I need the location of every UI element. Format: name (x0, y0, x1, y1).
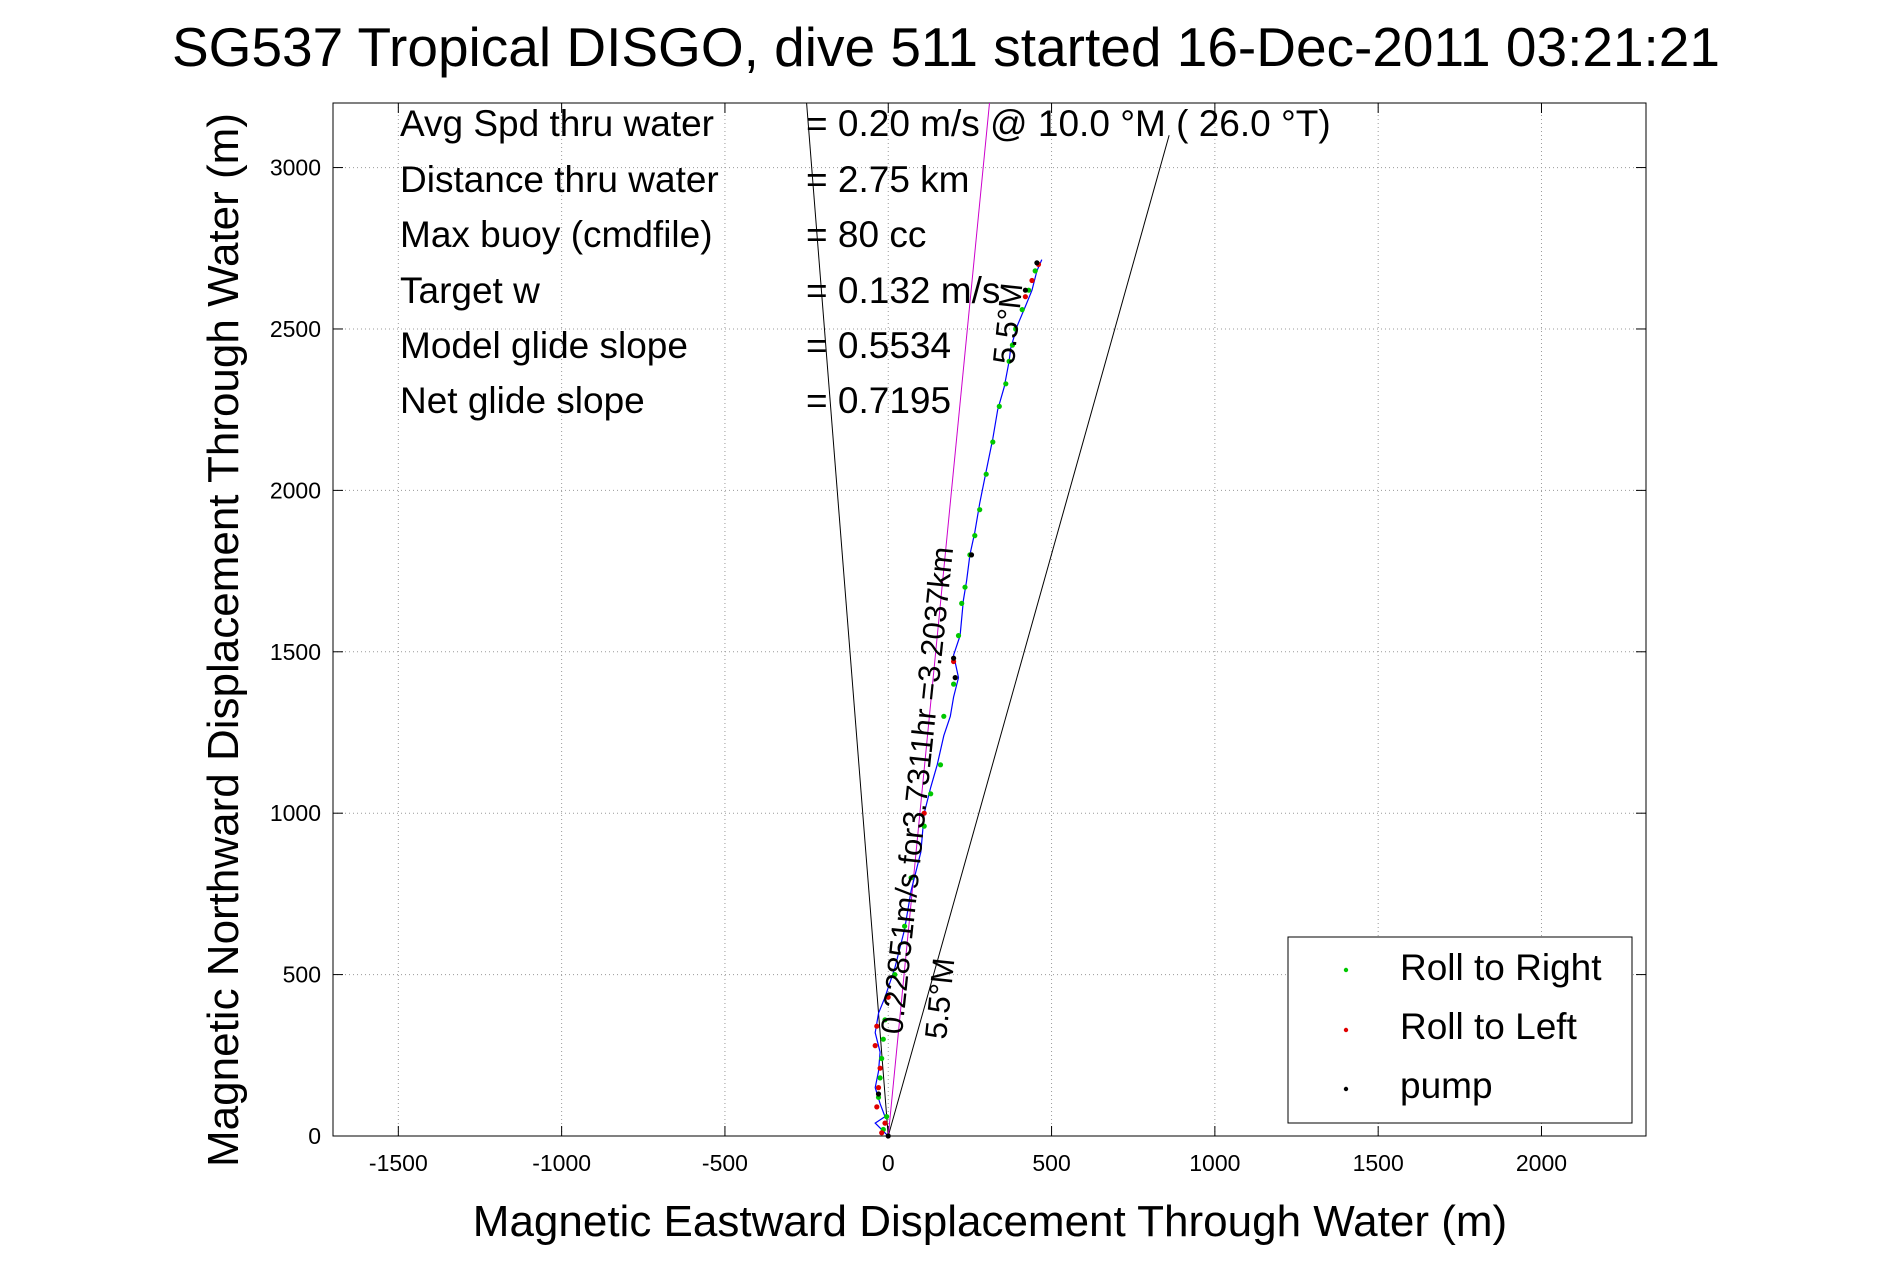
info-label: Distance thru water (400, 159, 719, 200)
point-roll-to-left (921, 810, 927, 816)
point-roll-to-right (880, 1036, 886, 1042)
y-tick-label: 500 (283, 962, 321, 988)
current-line (887, 102, 990, 1137)
point-roll-to-left (875, 1085, 882, 1091)
info-label: Target w (400, 270, 540, 311)
point-roll-to-left (885, 994, 891, 1000)
point-pump (885, 1133, 891, 1139)
point-pump (875, 1091, 882, 1097)
x-axis-label: Magnetic Eastward Displacement Through W… (473, 1197, 1507, 1246)
x-tick-label: -1500 (369, 1150, 428, 1176)
legend-label-roll-left: Roll to Left (1400, 1006, 1578, 1047)
dive-track-line (874, 259, 1043, 1137)
point-roll-to-right (977, 507, 983, 513)
x-tick-label: 500 (1032, 1150, 1070, 1176)
point-pump (1022, 287, 1028, 293)
point-roll-to-right (972, 533, 978, 539)
point-roll-to-right (921, 823, 927, 829)
point-roll-to-right (877, 1075, 883, 1081)
cone-lower-annotation: 5.5°M (918, 956, 961, 1041)
info-label: Max buoy (cmdfile) (400, 214, 713, 255)
point-roll-to-right (941, 713, 947, 719)
info-value: = 0.7195 (806, 380, 951, 421)
point-roll-to-right (908, 875, 914, 881)
point-roll-to-right (962, 584, 968, 590)
point-roll-to-right (884, 1114, 890, 1120)
point-roll-to-left (874, 1023, 880, 1029)
point-roll-to-left (877, 1065, 883, 1071)
point-roll-to-right (983, 471, 989, 477)
y-tick-label: 1000 (270, 800, 321, 826)
x-tick-label: -1000 (532, 1150, 591, 1176)
track-layer (874, 259, 1043, 1137)
y-axis-ticks: 0 500 1000 1500 2000 2500 3000 (270, 155, 1646, 1149)
point-roll-to-right (955, 633, 962, 639)
point-roll-to-right (1003, 381, 1009, 387)
point-roll-to-left (879, 1130, 885, 1136)
guide-lines (806, 102, 1170, 1137)
legend-marker-roll-right (1343, 967, 1349, 973)
point-roll-to-right (1032, 268, 1038, 274)
point-pump (1034, 260, 1040, 266)
point-pump (952, 675, 958, 681)
y-tick-label: 0 (308, 1123, 321, 1149)
legend-marker-roll-left (1343, 1027, 1349, 1033)
info-value: = 80 cc (806, 214, 926, 255)
legend-label-pump: pump (1400, 1065, 1493, 1106)
chart-title: SG537 Tropical DISGO, dive 511 started 1… (172, 16, 1720, 78)
legend-marker-pump (1343, 1086, 1349, 1092)
info-label: Model glide slope (400, 325, 688, 366)
point-roll-to-right (882, 1017, 888, 1023)
point-roll-to-right (892, 972, 898, 978)
info-label: Net glide slope (400, 380, 645, 421)
point-pump (968, 552, 975, 558)
info-value: = 2.75 km (806, 159, 970, 200)
point-roll-to-right (951, 681, 957, 687)
x-tick-label: 0 (882, 1150, 895, 1176)
legend-label-roll-right: Roll to Right (1400, 947, 1602, 988)
point-roll-to-left (872, 1043, 878, 1049)
point-roll-to-left (874, 1104, 880, 1110)
point-roll-to-right (879, 1055, 885, 1062)
info-panel: Avg Spd thru water = 0.20 m/s @ 10.0 °M … (400, 103, 1331, 421)
y-axis-label: Magnetic Northward Displacement Through … (199, 113, 248, 1167)
point-roll-to-right (959, 600, 965, 607)
point-roll-to-right (928, 791, 934, 797)
point-pump (951, 655, 957, 661)
point-roll-to-left (1022, 294, 1028, 300)
legend: Roll to Right Roll to Left pump (1287, 936, 1633, 1124)
point-roll-to-left (882, 1120, 888, 1126)
info-label: Avg Spd thru water (400, 103, 714, 144)
info-value: = 0.5534 (806, 325, 951, 366)
x-tick-label: 2000 (1516, 1150, 1567, 1176)
point-roll-to-right (1006, 358, 1012, 364)
point-roll-to-right (996, 403, 1002, 409)
point-roll-to-right (937, 762, 944, 768)
info-value: = 0.20 m/s @ 10.0 °M ( 26.0 °T) (806, 103, 1331, 144)
y-tick-label: 2500 (270, 316, 321, 342)
point-roll-to-right (1013, 326, 1019, 332)
x-tick-label: 1500 (1353, 1150, 1404, 1176)
point-roll-to-left (1029, 277, 1035, 284)
point-roll-to-right (1019, 307, 1025, 313)
point-roll-to-right (1009, 342, 1016, 348)
y-tick-label: 2000 (270, 477, 321, 503)
x-tick-label: -500 (702, 1150, 748, 1176)
cone-upper-annotation: 5.5°M (986, 281, 1029, 366)
y-tick-label: 1500 (270, 639, 321, 665)
y-tick-label: 3000 (270, 155, 321, 181)
points-layer (872, 260, 1042, 1139)
cone-right-line (887, 135, 1170, 1137)
point-roll-to-right (902, 923, 908, 929)
cone-left-line (806, 102, 889, 1137)
point-roll-to-right (990, 439, 996, 445)
x-axis-ticks: -1500 -1000 -500 0 500 1000 1500 2000 (369, 103, 1567, 1176)
x-tick-label: 1000 (1189, 1150, 1240, 1176)
info-value: = 0.132 m/s (806, 270, 1000, 311)
